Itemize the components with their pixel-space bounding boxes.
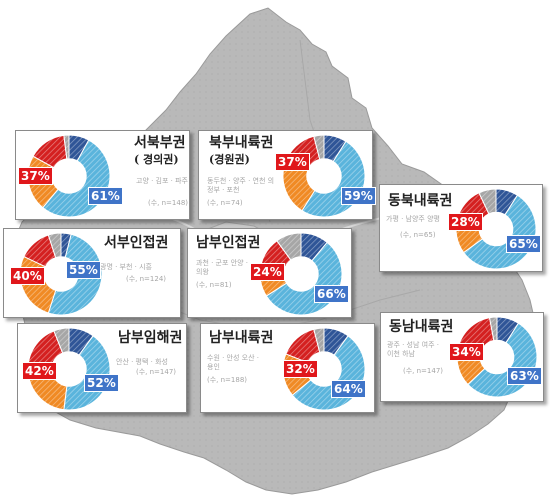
region-sample-size: (수, n=81) [196, 281, 232, 289]
region-cities: 동두천 · 양주 · 연천 의정부 · 포천 [207, 177, 275, 194]
region-subtitle: ( 경의권) [134, 153, 179, 166]
label-blue-percent: 63% [507, 367, 542, 385]
donut-segment-hatch [48, 234, 103, 316]
donut-segment-hatch [496, 189, 518, 215]
region-title: 남부임해권 [118, 330, 183, 346]
donut-segment-hatch [69, 328, 94, 356]
region-sample-size: (수, n=124) [126, 275, 167, 283]
donut-segment-hatch [69, 135, 89, 161]
donut-segment-hatch [313, 328, 324, 353]
label-blue-percent: 65% [506, 235, 541, 253]
region-title: 남부내륙권 [209, 330, 274, 346]
label-blue-percent: 55% [66, 261, 101, 279]
donut-segment-hatch [283, 163, 315, 211]
region-cities: 안산 · 평택 · 화성 [116, 358, 168, 366]
region-sample-size: (수, n=74) [207, 199, 243, 207]
donut-segment-hatch [478, 189, 496, 214]
donut-segment-hatch [313, 135, 324, 160]
region-sample-size: (수, n=147) [403, 367, 444, 375]
donut-segment-hatch [324, 135, 346, 162]
label-red-percent: 37% [18, 167, 53, 185]
region-panel-south-inland: 남부내륙권 수원 · 안성 오산 · 용인 (수, n=188) 32% 64% [200, 323, 375, 413]
region-cities: 광명 · 부천 · 시흥 [100, 263, 152, 271]
region-cities: 고양 · 김포 · 파주 [136, 177, 188, 185]
donut-segment-hatch [261, 240, 291, 270]
region-title: 서부인접권 [104, 235, 169, 251]
donut-segment-hatch [48, 233, 61, 258]
region-subtitle: (경원권) [209, 153, 250, 166]
donut-segment-hatch [33, 135, 67, 168]
region-title: 동남내륙권 [389, 319, 454, 335]
label-blue-percent: 61% [88, 187, 123, 205]
label-red-percent: 28% [448, 213, 483, 231]
region-title: 북부내륙권 [209, 135, 274, 151]
region-panel-west-adjacent: 서부인접권 광명 · 부천 · 시흥 (수, n=124) 40% 55% [3, 228, 181, 318]
donut-segment-hatch [301, 233, 328, 261]
region-sample-size: (수, n=65) [400, 231, 436, 239]
label-red-percent: 42% [22, 362, 57, 380]
region-sample-size: (수, n=148) [148, 199, 189, 207]
region-cities: 광주 · 성남 여주 · 이천 하남 [387, 341, 439, 358]
region-panel-south-adjacent: 남부인접권 과천 · 군포 안양 · 의왕 (수, n=81) 24% 66% [187, 228, 352, 318]
region-cities: 가평 · 남양주 양평 [386, 215, 440, 223]
region-panel-north-inland: 북부내륙권 (경원권) 동두천 · 양주 · 연천 의정부 · 포천 (수, n… [198, 130, 376, 220]
region-title: 남부인접권 [196, 235, 261, 251]
label-red-percent: 24% [250, 263, 285, 281]
label-red-percent: 40% [10, 267, 45, 285]
label-red-percent: 34% [449, 343, 484, 361]
region-panel-southeast-inland: 동남내륙권 광주 · 성남 여주 · 이천 하남 (수, n=147) 34% … [380, 312, 544, 402]
region-sample-size: (수, n=188) [207, 376, 248, 384]
region-sample-size: (수, n=147) [136, 368, 177, 376]
donut-segment-hatch [285, 329, 320, 363]
region-panel-northwest: 서북부권 ( 경의권) 고양 · 김포 · 파주 (수, n=148) 37% … [15, 130, 190, 220]
label-red-percent: 32% [283, 360, 318, 378]
donut-segment-hatch [489, 317, 497, 341]
label-blue-percent: 52% [84, 374, 119, 392]
region-cities: 과천 · 군포 안양 · 의왕 [196, 259, 248, 276]
donut-segment-hatch [53, 328, 69, 353]
donut-segment-hatch [324, 328, 349, 356]
label-blue-percent: 64% [331, 380, 366, 398]
donut-segment-hatch [23, 235, 56, 267]
region-panel-south-coastal: 남부임해권 안산 · 평택 · 화성 (수, n=147) 42% 52% [17, 323, 187, 413]
donut-segment-hatch [497, 317, 519, 343]
donut-segment-hatch [63, 135, 69, 159]
donut-segment-hatch [28, 330, 63, 372]
region-title: 서북부권 [134, 135, 186, 151]
donut-segment-hatch [61, 233, 72, 258]
region-panel-northeast-inland: 동북내륙권 가평 · 남양주 양평 (수, n=65) 28% 65% [379, 184, 543, 272]
label-red-percent: 37% [275, 153, 310, 171]
donut-chart-west-adjacent [19, 232, 103, 316]
label-blue-percent: 66% [314, 285, 349, 303]
donut-chart-north-inland [282, 134, 366, 218]
region-cities: 수원 · 안성 오산 · 용인 [207, 354, 259, 371]
region-title: 동북내륙권 [388, 193, 453, 209]
label-blue-percent: 59% [341, 187, 376, 205]
donut-segment-hatch [276, 233, 301, 261]
